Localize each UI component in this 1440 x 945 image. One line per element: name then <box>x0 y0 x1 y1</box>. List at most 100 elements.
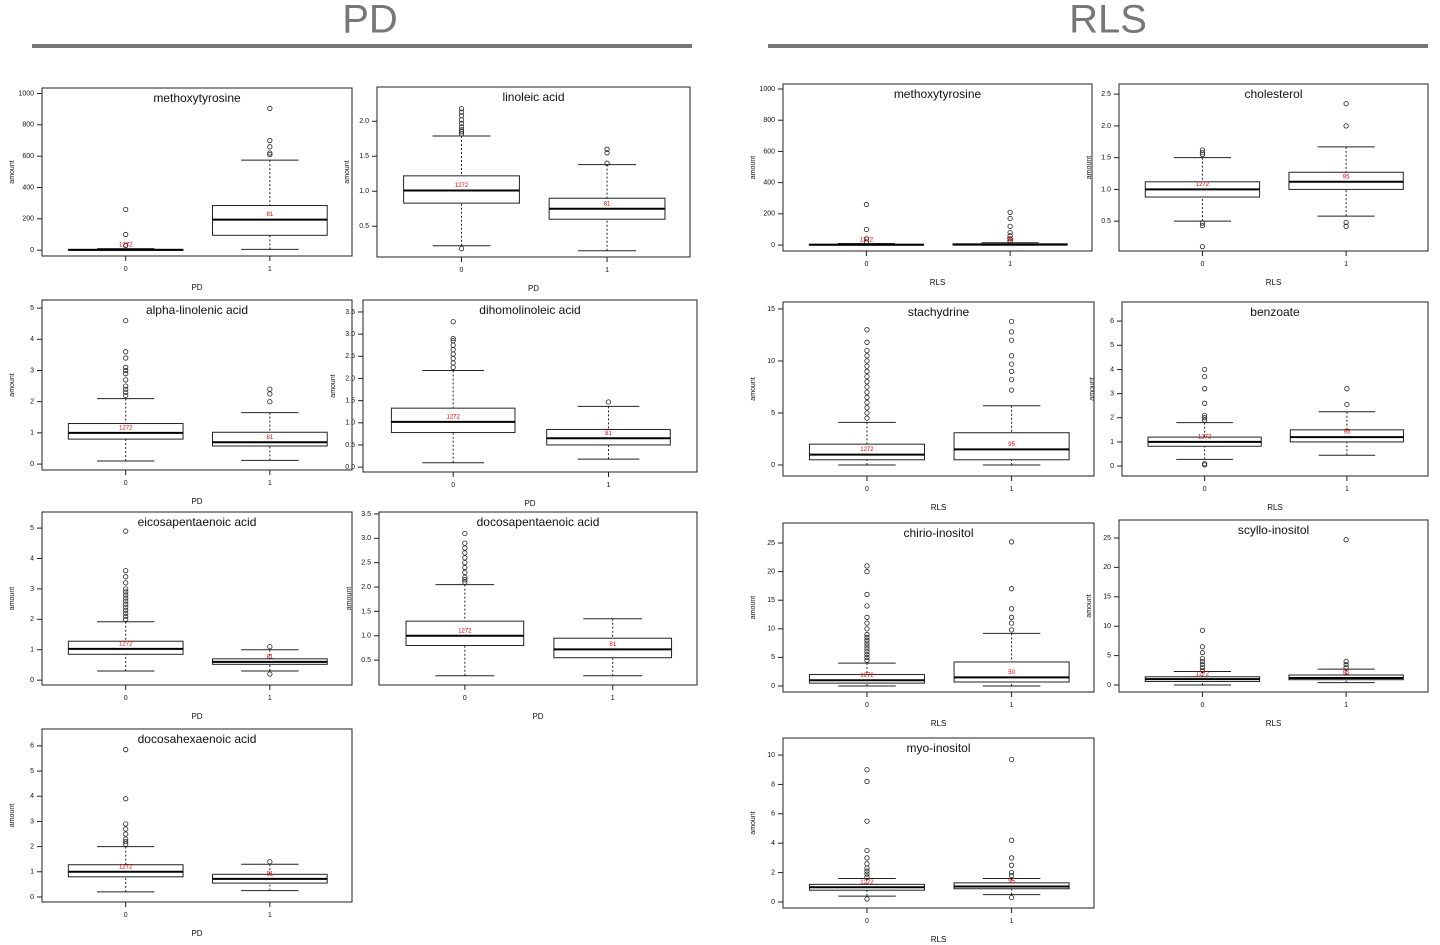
y-tick-label: 6 <box>30 743 34 750</box>
outlier <box>864 614 870 620</box>
box <box>403 175 520 204</box>
y-axis-label: amount <box>1089 377 1096 400</box>
outlier <box>864 339 870 345</box>
y-tick-label: 600 <box>22 153 34 160</box>
x-tick-label: 0 <box>865 702 869 709</box>
chart-title: stachydrine <box>908 305 970 319</box>
outlier <box>604 146 610 152</box>
outlier <box>863 236 870 242</box>
y-tick-label: 4 <box>1110 366 1114 373</box>
plot-frame <box>782 301 1095 477</box>
outlier <box>1343 658 1349 665</box>
y-tick-label: 4 <box>771 840 775 847</box>
outlier <box>1199 650 1206 656</box>
outlier <box>1199 243 1206 250</box>
x-axis-label: PD <box>528 284 539 293</box>
outlier <box>123 595 129 601</box>
count-label: 95 <box>1343 174 1350 180</box>
outlier <box>1008 353 1015 359</box>
outlier <box>864 874 870 880</box>
outlier <box>1008 361 1015 367</box>
outlier <box>267 150 273 156</box>
y-axis-label: amount <box>9 587 16 610</box>
x-tick-label: 1 <box>268 695 272 702</box>
outlier <box>123 821 129 827</box>
outlier <box>1344 386 1350 392</box>
outlier <box>864 631 870 638</box>
outlier <box>123 574 129 580</box>
outlier <box>864 363 870 369</box>
outlier <box>1199 147 1206 153</box>
outlier <box>450 364 456 370</box>
count-label: 81 <box>604 201 611 207</box>
y-tick-label: 800 <box>22 122 34 129</box>
outlier <box>864 358 870 364</box>
box <box>1289 429 1405 443</box>
outlier <box>123 367 129 374</box>
plot-frame <box>41 299 353 471</box>
outlier <box>1343 219 1349 226</box>
chart-title: eicosapentaenoic acid <box>138 515 257 529</box>
y-axis-label: amount <box>750 596 757 619</box>
count-label: 95 <box>1007 237 1014 243</box>
y-tick-label: 1.5 <box>359 153 369 160</box>
y-tick-label: 1 <box>30 869 34 876</box>
outlier <box>123 747 129 753</box>
outlier <box>123 580 129 586</box>
outlier <box>1008 377 1015 383</box>
outlier <box>1008 329 1015 335</box>
outlier <box>267 399 273 405</box>
plot-frame <box>362 299 698 473</box>
outlier <box>123 838 129 845</box>
y-tick-label: 0 <box>30 247 34 254</box>
chart-title: methoxytyrosine <box>153 91 241 105</box>
outlier <box>1007 236 1013 242</box>
box <box>808 443 926 461</box>
outlier <box>458 246 465 252</box>
y-tick-label: 20 <box>767 568 775 575</box>
outlier <box>450 338 456 344</box>
y-tick-label: 2.0 <box>361 584 371 591</box>
outlier <box>864 657 870 663</box>
outlier <box>123 589 129 595</box>
y-tick-label: 10 <box>767 626 775 633</box>
count-label: 81 <box>267 212 274 218</box>
count-label: 1272 <box>860 673 874 679</box>
y-tick-label: 2.5 <box>345 353 355 360</box>
outlier <box>1008 387 1015 393</box>
outlier <box>1007 215 1013 222</box>
plot-frame <box>782 737 1095 909</box>
outlier <box>864 373 870 380</box>
y-tick-label: 2 <box>30 399 34 406</box>
y-tick-label: 200 <box>763 211 775 218</box>
outlier <box>864 847 870 854</box>
y-tick-label: 6 <box>771 811 775 818</box>
x-axis-label: RLS <box>1266 278 1282 287</box>
y-tick-label: 0 <box>771 242 775 249</box>
x-axis-label: RLS <box>930 278 946 287</box>
y-tick-label: 3 <box>30 367 34 374</box>
outlier <box>1202 374 1208 380</box>
outlier <box>863 226 870 233</box>
chart-title: linoleic acid <box>502 90 564 104</box>
y-axis-label: amount <box>346 587 353 610</box>
outlier <box>462 577 468 583</box>
outlier <box>450 360 456 366</box>
outlier <box>1008 869 1015 876</box>
x-tick-label: 0 <box>124 480 128 487</box>
y-tick-label: 600 <box>763 148 775 155</box>
count-label: 81 <box>267 871 274 877</box>
x-axis-label: PD <box>191 283 202 292</box>
count-label: 1272 <box>447 414 461 420</box>
y-tick-label: 5 <box>771 410 775 417</box>
outlier <box>123 317 129 324</box>
outlier <box>458 124 465 130</box>
y-tick-label: 10 <box>1103 623 1111 630</box>
plot-frame <box>41 511 353 686</box>
y-tick-label: 1 <box>30 647 34 654</box>
y-tick-label: 800 <box>763 117 775 124</box>
y-tick-label: 1 <box>30 430 34 437</box>
y-tick-label: 0 <box>1110 463 1114 470</box>
x-axis-label: PD <box>191 712 202 721</box>
plot-frame <box>41 87 353 257</box>
